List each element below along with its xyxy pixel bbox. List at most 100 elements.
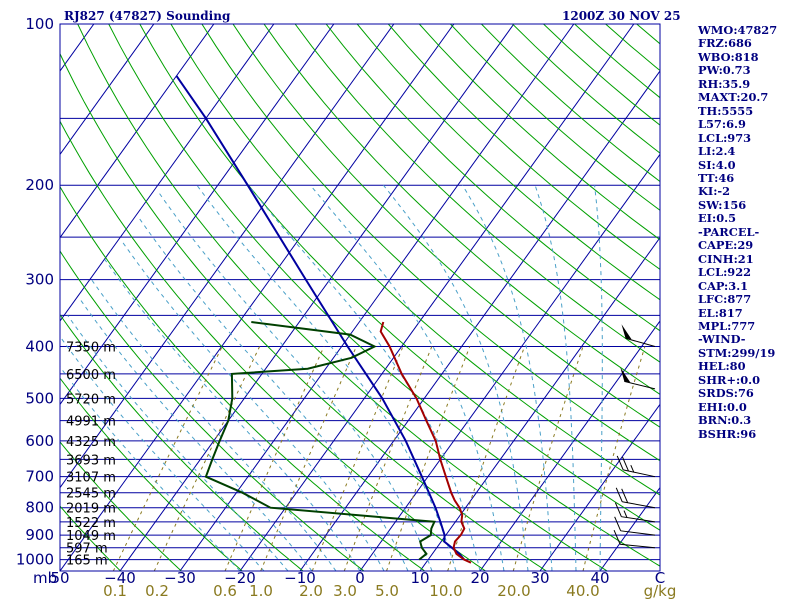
moist-adiabat (248, 184, 481, 571)
moist-adiabat (534, 185, 577, 571)
index-line: WMO:47827 (698, 23, 778, 37)
index-line: LCL:973 (698, 130, 752, 145)
index-line: EI:0.5 (698, 211, 737, 226)
index-line: CAP:3.1 (698, 278, 749, 293)
wind-barb-flag (614, 502, 622, 517)
height-label: 5720 m (66, 392, 116, 407)
wind-barb-shaft (620, 530, 656, 536)
dry-adiabat (60, 505, 121, 571)
wind-barb (613, 530, 656, 549)
mixing-ratio-line (343, 346, 433, 571)
temperature-tick-label: 50 (50, 569, 69, 587)
wind-barb-flag (614, 516, 622, 532)
valid-time: 1200Z 30 NOV 25 (562, 9, 681, 23)
index-line: L57:6.9 (698, 117, 746, 132)
index-line: MPL:777 (698, 318, 756, 333)
wind-barb-shaft (625, 337, 656, 347)
mixing-ratio-line (224, 346, 325, 571)
moist-adiabat (60, 335, 265, 571)
height-label: 2545 m (66, 487, 116, 502)
temperature-tick-label: 0 (355, 569, 365, 587)
wind-barb (616, 455, 656, 478)
temperature-tick-label: 20 (470, 569, 489, 587)
index-line: TT:46 (698, 170, 735, 185)
dry-adiabat (325, 24, 660, 332)
isotherm-line (239, 24, 635, 571)
mixing-ratio-tick-label: 20.0 (497, 582, 530, 600)
isotherm-line (60, 24, 215, 239)
height-label: 3693 m (66, 453, 116, 468)
pressure-tick-label: 800 (25, 499, 54, 517)
index-line: SRDS:76 (698, 386, 754, 401)
pressure-tick-label: 1000 (16, 551, 54, 569)
height-label: 2019 m (66, 502, 116, 517)
moist-adiabat (310, 184, 505, 571)
station-title: RJ827 (47827) Sounding (64, 9, 231, 23)
index-line: PW:0.73 (698, 63, 751, 78)
dry-adiabat (60, 185, 425, 571)
mixing-ratio-line (260, 346, 357, 571)
wind-barb (615, 487, 656, 509)
mixing-ratio-unit-label: g/kg (644, 582, 677, 600)
dry-adiabat (201, 24, 660, 462)
wind-barb-shaft (624, 380, 656, 390)
pressure-tick-label: 400 (25, 337, 54, 355)
wind-barb-flag (622, 456, 629, 472)
dry-adiabat (60, 377, 243, 571)
wind-barb-pennant (620, 367, 631, 383)
temperature-tick-label: 10 (410, 569, 429, 587)
index-line: EHI:0.0 (698, 399, 747, 414)
height-label: 165 m (66, 554, 108, 569)
wind-barb-half-flag (630, 464, 635, 473)
index-line: CINH:21 (698, 251, 754, 266)
wind-barb-flag (621, 488, 629, 503)
temperature-tick-label: 40 (590, 569, 609, 587)
height-label: 597 m (66, 542, 108, 557)
mixing-ratio-line (311, 346, 404, 571)
temperature-tick-label: −10 (284, 569, 316, 587)
index-line: BRN:0.3 (698, 413, 752, 428)
mixing-ratio-line (512, 346, 584, 571)
mixing-ratio-tick-label: 0.6 (213, 582, 237, 600)
height-label: 7350 m (66, 340, 116, 355)
pressure-unit-label: mb (33, 569, 57, 587)
height-label: 4325 m (66, 435, 116, 450)
mixing-ratio-line (386, 346, 471, 571)
wind-barb-flag (616, 455, 624, 471)
isotherm-line (359, 153, 660, 571)
isotherm-line (299, 70, 660, 571)
index-line: EL:817 (698, 305, 743, 320)
profiles (175, 75, 472, 564)
dry-adiabat (60, 313, 304, 571)
moist-adiabat (138, 217, 409, 571)
moist-adiabat (121, 241, 385, 571)
wind-barbs (613, 324, 656, 549)
mixing-ratio-tick-label: 0.2 (145, 582, 169, 600)
mixing-ratio-tick-label: 10.0 (429, 582, 462, 600)
height-label: 4991 m (66, 415, 116, 430)
plot-background (60, 24, 660, 571)
index-line: WBO:818 (698, 49, 759, 64)
mixing-ratio-line (112, 346, 223, 571)
wind-barb-pennant (621, 324, 632, 340)
dry-adiabat (77, 24, 608, 571)
isotherm-line (539, 403, 660, 571)
dry-adiabat (60, 441, 182, 571)
index-line: -WIND- (698, 332, 746, 347)
wind-barb-flag (613, 530, 621, 545)
pressure-tick-label: 700 (25, 468, 54, 486)
indices-panel: WMO:47827 FRZ:686 WBO:818 PW:0.73 RH:35.9 MAX… (698, 23, 798, 441)
index-line: STM:299/19 (698, 345, 776, 360)
temperature-tick-label: −40 (104, 569, 136, 587)
index-line: SW:156 (698, 197, 747, 212)
wind-barb-half-flag (623, 510, 628, 518)
temperature-tick-label: −20 (224, 569, 256, 587)
index-line: HEL:80 (698, 359, 746, 374)
mixing-ratio-tick-label: 1.0 (249, 582, 273, 600)
height-label: 3107 m (66, 471, 116, 486)
parcel-trace (175, 75, 465, 561)
moist-adiabat (104, 259, 361, 571)
index-line: SI:4.0 (698, 157, 736, 172)
